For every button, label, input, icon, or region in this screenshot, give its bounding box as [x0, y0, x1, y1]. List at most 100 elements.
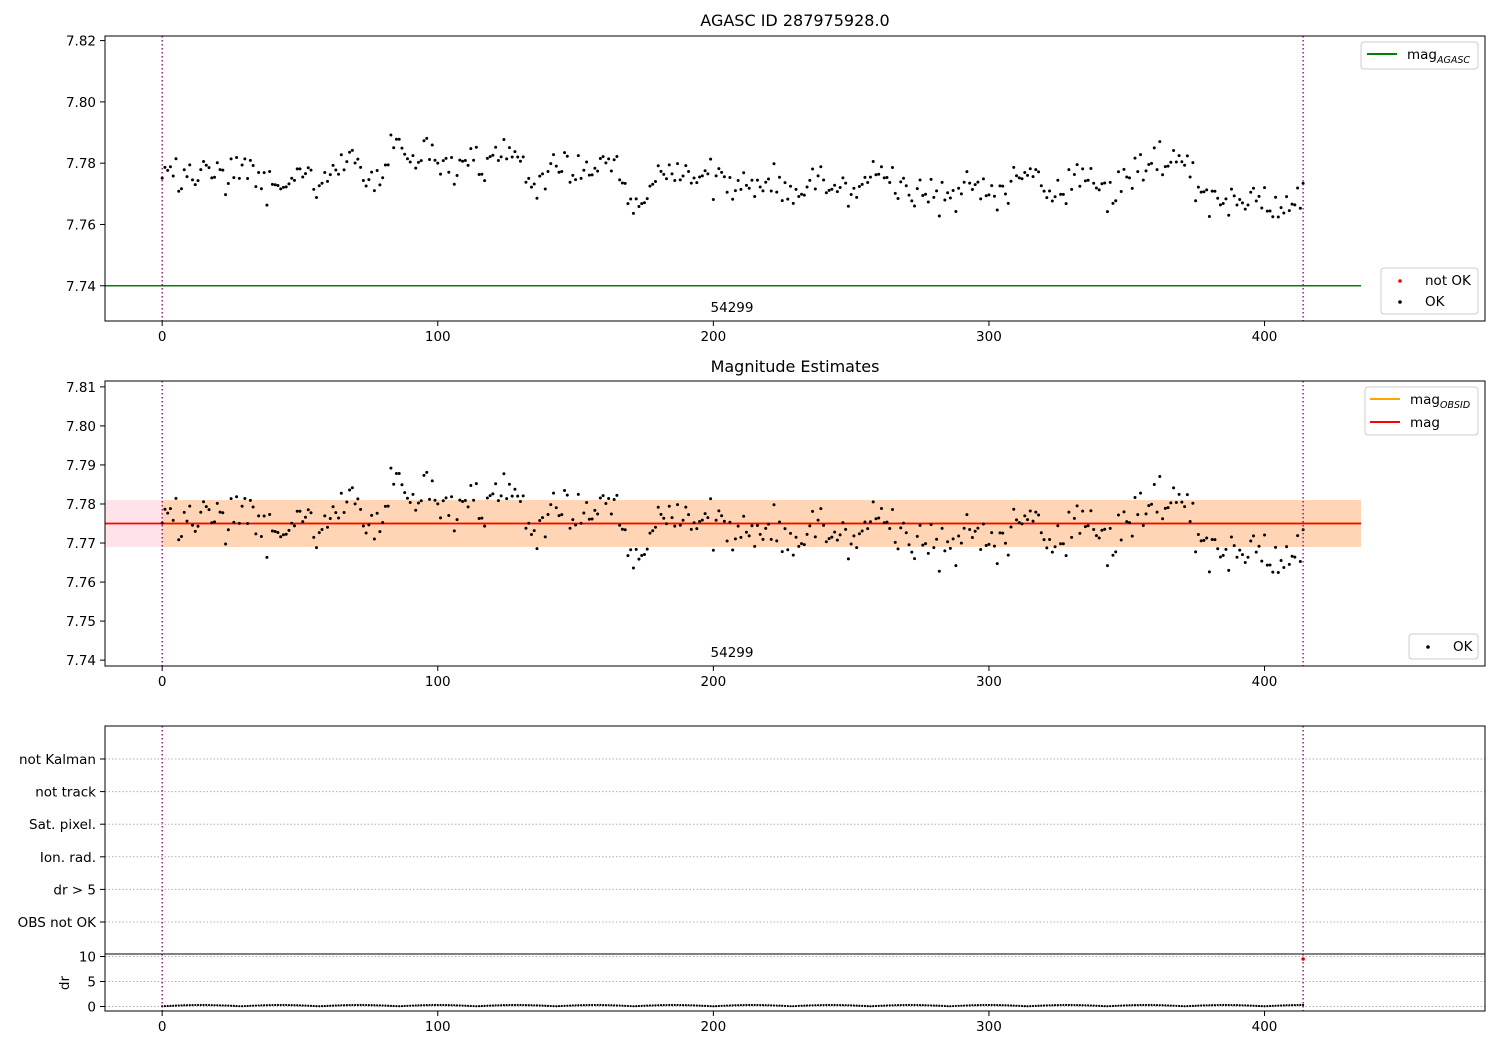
panel2-point-281 [935, 537, 939, 541]
dr-point-129 [516, 1003, 519, 1007]
panel2-point-371 [1183, 505, 1187, 509]
panel1-point-359 [1150, 161, 1154, 165]
panel2-point-334 [1081, 509, 1085, 513]
panel2-point-347 [1116, 513, 1120, 517]
dr-point-200 [712, 1005, 715, 1008]
dr-point-151 [577, 1004, 580, 1007]
panel1-point-245 [835, 190, 839, 194]
panel1-point-133 [527, 176, 531, 180]
panel2-point-178 [651, 529, 655, 533]
panel1-point-335 [1083, 179, 1087, 183]
panel2-point-294 [970, 535, 974, 539]
panel1-point-45 [284, 185, 288, 189]
dr-point-162 [607, 1004, 610, 1007]
dr-point-381 [1211, 1004, 1214, 1007]
panel2-point-325 [1056, 524, 1060, 528]
panel2-point-73 [361, 524, 365, 528]
panel2-point-101 [439, 516, 443, 520]
panel1-point-244 [833, 183, 837, 187]
panel2-point-24 [226, 528, 230, 532]
panel1-point-166 [618, 178, 622, 182]
panel2-point-300 [987, 542, 991, 546]
panel1-point-148 [568, 180, 572, 184]
panel2-point-219 [764, 526, 768, 530]
panel1-point-248 [844, 181, 848, 185]
dr-point-313 [1023, 1004, 1026, 1008]
panel1-point-180 [656, 164, 660, 168]
dr-point-256 [866, 1005, 869, 1008]
panel2-point-206 [728, 520, 732, 524]
panel3-x-axis: 0 100 200 300 400 [158, 1011, 1277, 1035]
panel2-point-258 [871, 500, 875, 504]
dr-point-382 [1213, 1003, 1217, 1007]
panel2-point-262 [882, 521, 886, 525]
dr-point-95 [422, 1004, 426, 1007]
panel1-point-321 [1045, 196, 1049, 200]
dr-point-284 [943, 1004, 946, 1008]
panel1-point-326 [1059, 192, 1063, 196]
panel1-point-210 [739, 187, 743, 191]
dr-point-406 [1279, 1004, 1283, 1007]
panel2-point-129 [516, 494, 520, 498]
dr-point-47 [290, 1004, 293, 1007]
dr-point-139 [544, 1004, 547, 1007]
panel2-point-401 [1265, 563, 1269, 567]
panel1-point-106 [452, 182, 456, 186]
panel2-point-349 [1122, 510, 1126, 514]
dr-point-186 [673, 1003, 676, 1007]
panel2-point-95 [422, 473, 426, 477]
dr-point-269 [902, 1003, 905, 1007]
panel2-point-35 [257, 514, 261, 518]
flag-label-3: Ion. rad. [40, 850, 96, 866]
panel1-point-149 [571, 173, 575, 177]
panel2-point-155 [587, 517, 591, 521]
panel2-x-axis: 0 100 200 300 400 [158, 666, 1278, 690]
dr-point-334 [1081, 1004, 1084, 1007]
panel1-point-205 [725, 190, 729, 194]
panel2-point-240 [822, 523, 826, 527]
panel2-point-229 [791, 553, 795, 557]
panel2-point-22 [221, 511, 225, 515]
panel1-point-29 [240, 163, 244, 167]
dr-point-404 [1274, 1004, 1277, 1007]
dr-point-44 [282, 1003, 285, 1007]
panel2-point-151 [576, 492, 580, 496]
panel2-point-195 [698, 520, 702, 524]
panel2-xtick-label-4: 400 [1252, 674, 1278, 690]
panel1-point-171 [631, 211, 635, 215]
panel2-point-291 [962, 526, 966, 530]
dr-point-407 [1282, 1004, 1285, 1007]
panel1-point-221 [769, 189, 773, 193]
panel1-point-93 [416, 160, 420, 164]
panel1-point-141 [549, 162, 553, 166]
panel2-legend-points: OK [1408, 633, 1479, 660]
panel2-point-220 [766, 522, 770, 526]
dr-point-114 [475, 1005, 478, 1008]
panel2-point-266 [893, 540, 897, 544]
panel2-xtick-label-1: 100 [425, 674, 451, 690]
panel1-point-332 [1075, 163, 1079, 167]
panel2-point-142 [552, 491, 556, 495]
dr-point-409 [1288, 1004, 1291, 1007]
panel1-point-304 [998, 184, 1002, 188]
panel2-point-411 [1293, 555, 1297, 559]
dr-point-294 [971, 1004, 974, 1007]
dr-point-296 [976, 1004, 980, 1007]
panel1-point-198 [706, 172, 710, 176]
panel2-point-309 [1012, 507, 1016, 511]
dr-point-201 [715, 1005, 718, 1008]
panel1-point-312 [1020, 177, 1024, 181]
panel2-point-237 [813, 535, 817, 539]
panel2-point-253 [857, 532, 861, 536]
panel1-point-412 [1296, 186, 1300, 190]
dr-point-159 [599, 1003, 602, 1007]
panel2-point-114 [474, 482, 478, 486]
dr-point-293 [968, 1004, 971, 1007]
panel3-xtick-label-1: 100 [425, 1019, 451, 1035]
panel2-point-389 [1232, 544, 1236, 548]
dr-point-93 [417, 1004, 420, 1007]
panel1-points [160, 133, 1305, 219]
panel2-point-99 [433, 498, 437, 502]
panel2-point-317 [1034, 510, 1038, 514]
panel2-point-64 [337, 516, 341, 520]
